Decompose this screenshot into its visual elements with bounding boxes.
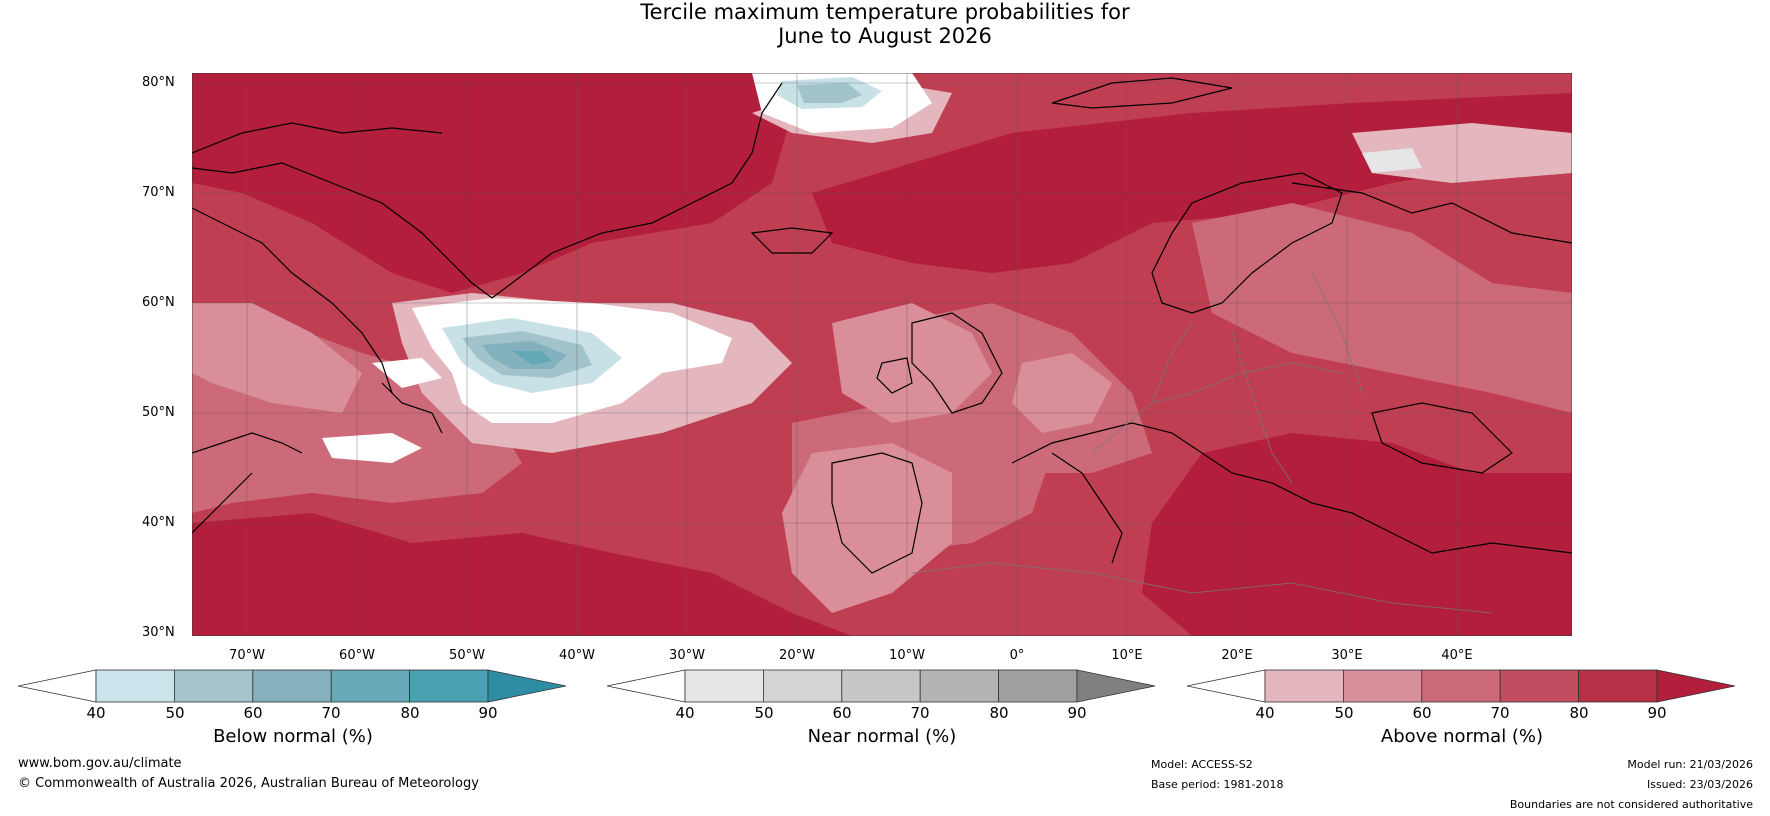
colorbar-above-normal <box>1187 668 1737 704</box>
lon-label-20w: 20°W <box>779 648 815 663</box>
above-colorbar-segment-4 <box>1499 669 1580 703</box>
above-tick-70: 70 <box>1490 704 1510 722</box>
base-period: Base period: 1981-2018 <box>1151 778 1284 791</box>
lat-label-50n: 50°N <box>142 405 175 420</box>
lat-label-80n: 80°N <box>142 75 175 90</box>
lon-label-10e: 10°E <box>1111 648 1143 663</box>
above-colorbar-extend-low <box>1187 669 1266 703</box>
lon-label-40w: 40°W <box>559 648 595 663</box>
below-tick-90: 90 <box>478 704 498 722</box>
above-normal-label: Above normal (%) <box>1380 726 1544 747</box>
near-colorbar-extend-low <box>607 669 686 703</box>
near-colorbar-extend-high <box>1076 669 1156 703</box>
lon-label-60w: 60°W <box>339 648 375 663</box>
below-tick-80: 80 <box>400 704 420 722</box>
model-run-date: Model run: 21/03/2026 <box>1627 758 1753 771</box>
below-normal-label: Below normal (%) <box>213 726 373 747</box>
lon-label-0: 0° <box>1009 648 1025 663</box>
near-tick-90: 90 <box>1067 704 1087 722</box>
title-line-2: June to August 2026 <box>778 24 992 48</box>
below-colorbar-extend-low <box>18 669 97 703</box>
lon-label-10w: 10°W <box>889 648 925 663</box>
near-colorbar-segment-5 <box>998 669 1078 703</box>
lon-label-30w: 30°W <box>669 648 705 663</box>
lat-label-40n: 40°N <box>142 515 175 530</box>
model-name: Model: ACCESS-S2 <box>1151 758 1253 771</box>
lon-label-50w: 50°W <box>449 648 485 663</box>
near-colorbar-segment-4 <box>919 669 1000 703</box>
below-tick-60: 60 <box>243 704 263 722</box>
near-tick-50: 50 <box>754 704 774 722</box>
below-tick-70: 70 <box>321 704 341 722</box>
forecast-map <box>192 73 1572 636</box>
below-colorbar-segment-3 <box>252 669 332 703</box>
near-colorbar-segment-2 <box>762 669 843 703</box>
lat-label-70n: 70°N <box>142 185 175 200</box>
below-colorbar-segment-5 <box>409 669 489 703</box>
below-colorbar-segment-4 <box>330 669 411 703</box>
lat-label-30n: 30°N <box>142 625 175 640</box>
website-link[interactable]: www.bom.gov.au/climate <box>18 756 182 771</box>
below-colorbar-segment-2 <box>173 669 254 703</box>
above-colorbar-segment-3 <box>1421 669 1501 703</box>
lon-label-20e: 20°E <box>1221 648 1253 663</box>
above-tick-90: 90 <box>1647 704 1667 722</box>
below-tick-50: 50 <box>165 704 185 722</box>
above-tick-50: 50 <box>1334 704 1354 722</box>
near-tick-60: 60 <box>832 704 852 722</box>
above-tick-40: 40 <box>1255 704 1275 722</box>
near-tick-80: 80 <box>989 704 1009 722</box>
near-tick-70: 70 <box>910 704 930 722</box>
near-colorbar-segment-3 <box>841 669 921 703</box>
above-tick-60: 60 <box>1412 704 1432 722</box>
above-colorbar-extend-high <box>1656 669 1736 703</box>
title-line-1: Tercile maximum temperature probabilitie… <box>640 0 1130 24</box>
near-normal-label: Near normal (%) <box>807 726 957 747</box>
lon-label-30e: 30°E <box>1331 648 1363 663</box>
below-colorbar-extend-high <box>487 669 567 703</box>
near-tick-40: 40 <box>675 704 695 722</box>
lat-label-60n: 60°N <box>142 295 175 310</box>
lon-label-70w: 70°W <box>229 648 265 663</box>
above-tick-80: 80 <box>1569 704 1589 722</box>
below-colorbar-segment-1 <box>95 669 175 703</box>
chart-title: Tercile maximum temperature probabilitie… <box>0 0 1770 48</box>
boundaries-disclaimer: Boundaries are not considered authoritat… <box>1509 798 1753 811</box>
above-colorbar-segment-5 <box>1578 669 1658 703</box>
below-tick-40: 40 <box>86 704 106 722</box>
colorbar-below-normal <box>18 668 568 704</box>
above-colorbar-segment-1 <box>1264 669 1344 703</box>
above-colorbar-segment-2 <box>1342 669 1423 703</box>
coastlines <box>192 77 1572 574</box>
colorbar-near-normal <box>607 668 1157 704</box>
lon-label-40e: 40°E <box>1441 648 1473 663</box>
copyright-text: © Commonwealth of Australia 2026, Austra… <box>18 776 479 791</box>
near-colorbar-segment-1 <box>684 669 764 703</box>
issued-date: Issued: 23/03/2026 <box>1646 778 1753 791</box>
